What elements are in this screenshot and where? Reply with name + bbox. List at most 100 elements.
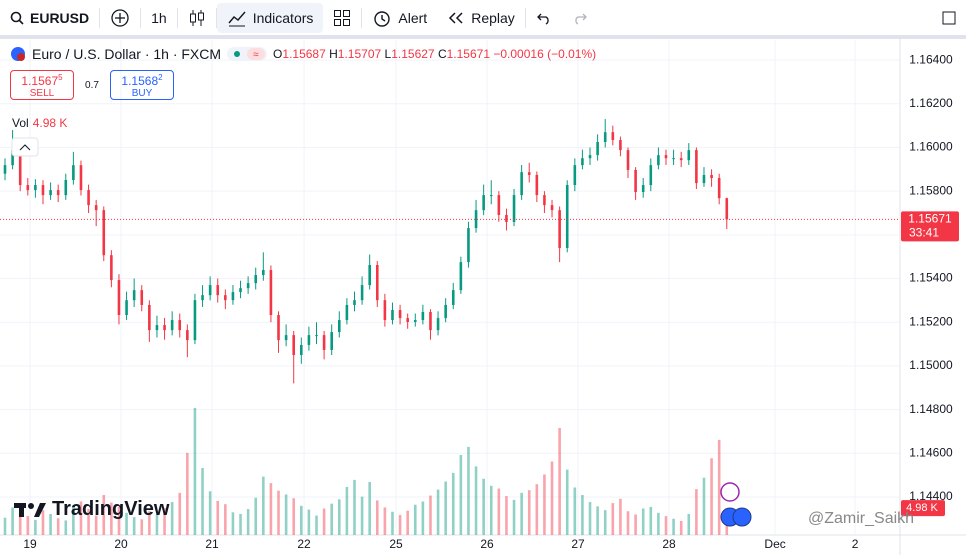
fullscreen[interactable] (932, 0, 966, 35)
volume-bar (277, 490, 280, 535)
candle-body (565, 185, 569, 248)
sell-button[interactable]: 1.15675 SELL (10, 70, 74, 100)
candle-body (717, 178, 721, 199)
interval[interactable]: 1h (141, 0, 177, 35)
replay[interactable]: Replay (437, 0, 525, 35)
status-badge: ≈ (227, 47, 268, 61)
undo[interactable] (526, 0, 562, 35)
volume-bar (383, 507, 387, 535)
candle-body (695, 150, 698, 184)
volume-bar (18, 513, 22, 535)
candle-body (170, 320, 174, 331)
volume-bar (489, 485, 493, 535)
volume-bar (186, 452, 189, 535)
candle-body (398, 310, 402, 319)
close-label: C (437, 47, 447, 61)
volume-bar (262, 476, 265, 535)
x-tick-label: 19 (23, 537, 37, 551)
candle-body (201, 295, 204, 301)
volume-bar (224, 504, 227, 535)
symbol-search[interactable]: EURUSD (0, 0, 99, 35)
candle-body (72, 165, 75, 181)
candle-body (588, 155, 592, 159)
candle-body (132, 290, 136, 301)
layouts[interactable] (323, 0, 361, 35)
volume-bar (49, 513, 52, 535)
flag-icon (11, 47, 25, 61)
candle-body (436, 318, 440, 331)
close-value: 1.15671 (446, 47, 491, 61)
alert-label: Alert (398, 9, 428, 26)
add-symbol[interactable] (100, 0, 140, 35)
candle-body (550, 205, 554, 211)
volume-bar (292, 498, 296, 535)
toolbar: EURUSD 1h Indicators Alert Replay (0, 0, 966, 39)
candle-body (429, 311, 432, 331)
sell-pip: 5 (58, 73, 63, 82)
high-value: 1.15707 (337, 47, 382, 61)
volume-value: 4.98 K (32, 116, 68, 130)
y-tick-label: 1.16000 (909, 140, 953, 154)
separator (215, 7, 217, 28)
candle-body (178, 320, 182, 331)
candle-body (186, 330, 189, 341)
volume-bar (474, 466, 478, 535)
redo[interactable] (562, 0, 598, 35)
candle-body (254, 275, 258, 284)
separator (524, 7, 526, 28)
candle-body (451, 290, 455, 305)
volume-bar (527, 490, 531, 535)
candle-body (406, 318, 409, 323)
volume-bar (353, 479, 356, 535)
candle-body (603, 132, 607, 143)
volume-bar (345, 486, 349, 535)
candle-body (626, 150, 630, 170)
candle-body (512, 195, 516, 222)
symbol-title: Euro / U.S. Dollar · 1h · FXCM (32, 46, 222, 62)
y-tick-label: 1.15200 (909, 314, 953, 328)
volume-bar (315, 515, 318, 535)
candle-body (148, 304, 151, 331)
volume-bar (72, 505, 75, 535)
x-tick-label: Dec (764, 537, 785, 551)
legend-title-row: Euro / U.S. Dollar · 1h · FXCM ≈ O1.1568… (10, 46, 596, 62)
replay-label: Replay (471, 9, 515, 26)
candle-body (467, 228, 470, 263)
replay-icon (449, 11, 463, 24)
logo-icon (14, 502, 46, 517)
candle-body (208, 285, 212, 296)
indicators[interactable]: Indicators (216, 2, 324, 33)
event-badge (720, 482, 740, 502)
x-tick-label: 20 (114, 537, 128, 551)
candle-body (710, 175, 713, 179)
y-tick-label: 1.14600 (909, 445, 953, 459)
volume-bar (436, 489, 440, 535)
volume-bar (56, 518, 60, 535)
volume-bar (672, 518, 675, 535)
volume-bar (330, 503, 333, 535)
volume-bar (201, 467, 204, 535)
open-label: O (273, 47, 283, 61)
volume-value-box (901, 500, 945, 517)
buy-button[interactable]: 1.15682 BUY (110, 70, 174, 100)
volume-bar (64, 520, 68, 535)
candle-body (672, 158, 675, 160)
separator (140, 7, 142, 28)
candle-body (117, 280, 121, 316)
volume-bar (360, 496, 364, 535)
x-tick-label: 28 (662, 537, 676, 551)
volume-bar (125, 512, 128, 535)
volume-bar (611, 503, 615, 535)
candle-body (391, 310, 394, 321)
redo-icon (575, 13, 587, 25)
candle-body (315, 335, 318, 337)
separator (176, 7, 178, 28)
alert[interactable]: Alert (362, 0, 437, 35)
volume-bar (87, 509, 90, 535)
chart-type[interactable] (178, 0, 216, 35)
candle-body (482, 195, 485, 211)
volume-bar (11, 507, 14, 535)
volume-bar (657, 512, 660, 535)
